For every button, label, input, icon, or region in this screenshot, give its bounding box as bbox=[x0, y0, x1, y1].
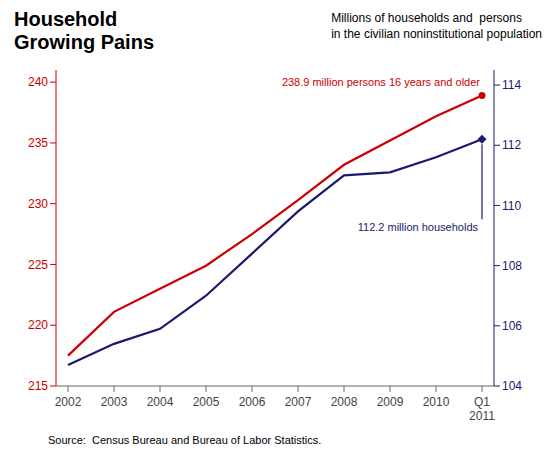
svg-text:2006: 2006 bbox=[239, 395, 266, 409]
svg-text:114: 114 bbox=[502, 78, 521, 92]
svg-text:238.9 million persons 16 years: 238.9 million persons 16 years and older bbox=[282, 76, 480, 88]
svg-text:2002: 2002 bbox=[55, 395, 82, 409]
svg-text:Q12011: Q12011 bbox=[469, 395, 495, 423]
html-text:Source: Census Bureau and Bure: Source: Census Bureau and Bureau of Labo… bbox=[48, 434, 322, 446]
svg-text:2004: 2004 bbox=[147, 395, 174, 409]
svg-text:2005: 2005 bbox=[193, 395, 220, 409]
svg-text:110: 110 bbox=[502, 199, 521, 213]
svg-text:2007: 2007 bbox=[285, 395, 312, 409]
svg-text:230: 230 bbox=[28, 197, 48, 211]
svg-text:112: 112 bbox=[502, 138, 521, 152]
svg-text:2009: 2009 bbox=[377, 395, 404, 409]
html-text:Millions of households and per: Millions of households and persons bbox=[331, 11, 522, 25]
svg-text:104: 104 bbox=[502, 379, 522, 393]
svg-text:240: 240 bbox=[28, 75, 48, 89]
svg-text:108: 108 bbox=[502, 259, 522, 273]
svg-text:2010: 2010 bbox=[423, 395, 450, 409]
svg-text:2003: 2003 bbox=[101, 395, 128, 409]
svg-text:235: 235 bbox=[28, 136, 48, 150]
svg-text:220: 220 bbox=[28, 318, 48, 332]
svg-text:225: 225 bbox=[28, 258, 48, 272]
html-text:Household: Household bbox=[14, 8, 118, 30]
svg-text:106: 106 bbox=[502, 319, 522, 333]
html-text:in the civilian noninstitution: in the civilian noninstitutional populat… bbox=[331, 27, 542, 41]
svg-text:112.2 million households: 112.2 million households bbox=[358, 221, 479, 233]
html-text:Growing Pains: Growing Pains bbox=[14, 31, 154, 53]
svg-text:215: 215 bbox=[28, 379, 48, 393]
svg-text:2008: 2008 bbox=[331, 395, 358, 409]
